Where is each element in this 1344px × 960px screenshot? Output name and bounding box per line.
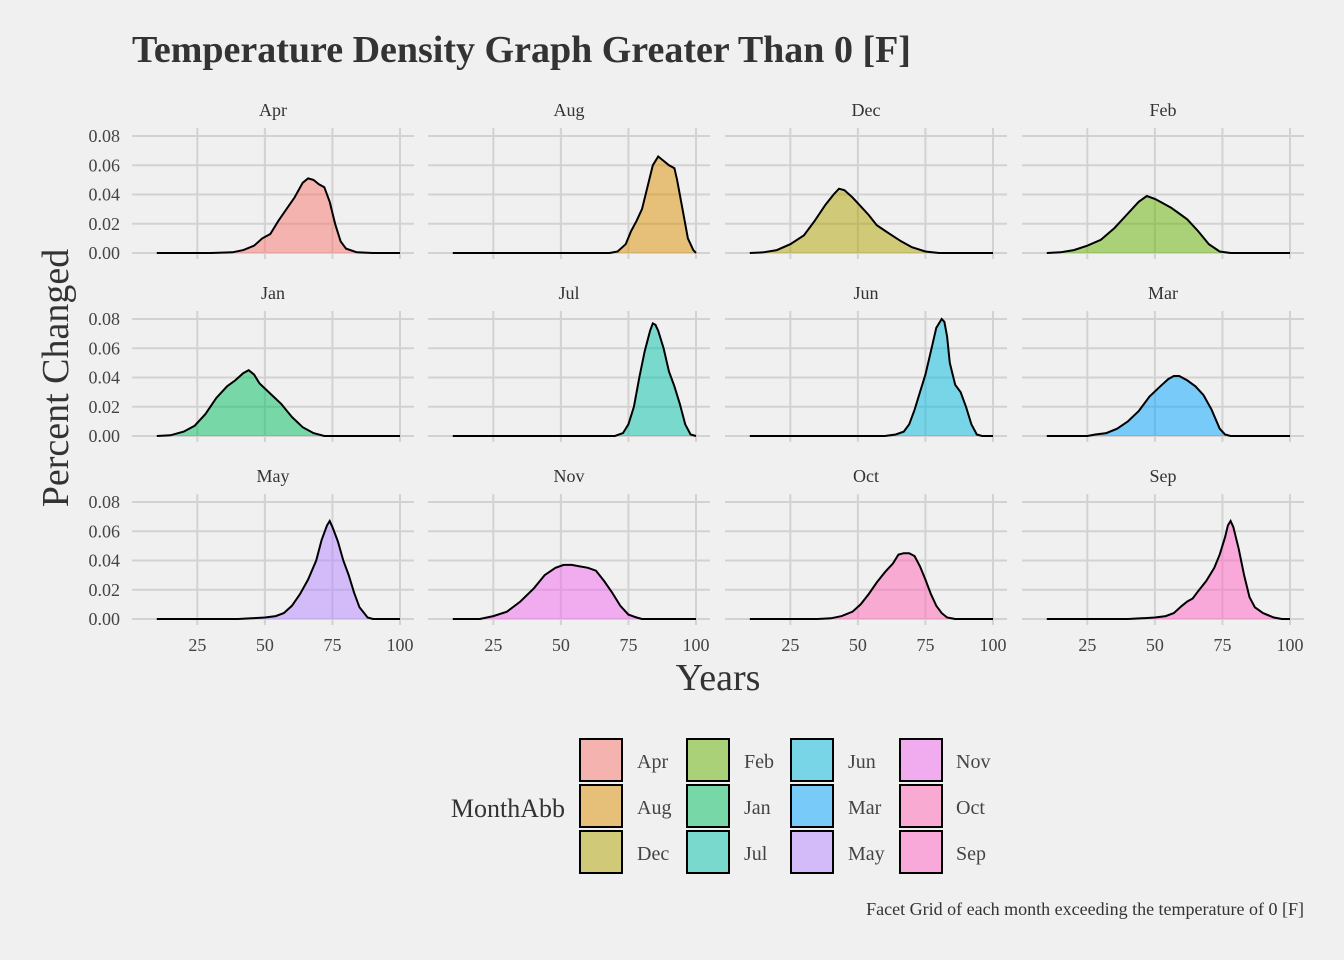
legend-key-apr: [579, 738, 623, 782]
legend-label-jan: Jan: [744, 797, 771, 819]
legend-label-dec: Dec: [637, 843, 669, 865]
facet-label-jan: Jan: [261, 283, 285, 303]
y-axis-title: Percent Changed: [35, 249, 77, 508]
facet-label-mar: Mar: [1148, 283, 1178, 303]
density-area-jan: [156, 370, 400, 436]
legend-label-jul: Jul: [744, 843, 768, 865]
x-tick-label: 25: [484, 635, 502, 655]
legend-label-feb: Feb: [744, 751, 774, 773]
facet-label-sep: Sep: [1150, 466, 1177, 486]
legend-key-dec: [579, 830, 623, 874]
y-tick-label: 0.02: [89, 214, 121, 234]
legend-label-oct: Oct: [956, 797, 985, 819]
x-tick-label: 25: [1078, 635, 1096, 655]
legend-key-jun: [790, 738, 834, 782]
density-line-may: [156, 518, 400, 620]
facet-label-oct: Oct: [853, 466, 879, 486]
x-tick-label: 50: [1146, 635, 1164, 655]
facet-label-jun: Jun: [853, 283, 878, 303]
density-line-aug: [452, 155, 697, 254]
y-tick-label: 0.00: [89, 426, 121, 446]
density-area-sep: [1046, 521, 1290, 619]
x-tick-label: 75: [323, 635, 341, 655]
legend-key-sep: [899, 830, 943, 874]
density-area-oct: [749, 553, 993, 619]
x-axis-title: Years: [676, 657, 761, 699]
facet-label-dec: Dec: [852, 100, 881, 120]
density-line-mar: [1046, 375, 1290, 437]
x-tick-label: 25: [781, 635, 799, 655]
x-tick-label: 25: [188, 635, 206, 655]
density-area-apr: [156, 178, 400, 253]
density-line-nov: [452, 563, 696, 620]
y-tick-label: 0.06: [89, 155, 121, 175]
legend-label-jun: Jun: [848, 751, 876, 773]
density-area-aug: [452, 156, 696, 253]
density-line-jun: [749, 317, 993, 437]
y-tick-label: 0.00: [89, 243, 121, 263]
legend-label-nov: Nov: [956, 751, 990, 773]
x-tick-label: 50: [256, 635, 274, 655]
density-area-dec: [749, 188, 993, 253]
legend-key-mar: [790, 784, 834, 828]
facet-label-nov: Nov: [554, 466, 585, 486]
legend-key-may: [790, 830, 834, 874]
facet-label-apr: Apr: [259, 100, 287, 120]
x-tick-label: 100: [683, 635, 710, 655]
legend-label-may: May: [848, 843, 885, 865]
density-area-mar: [1046, 376, 1290, 436]
facet-label-may: May: [257, 466, 290, 486]
legend-key-aug: [579, 784, 623, 828]
x-tick-label: 75: [916, 635, 934, 655]
y-tick-label: 0.08: [89, 309, 121, 329]
facet-label-feb: Feb: [1150, 100, 1177, 120]
y-tick-label: 0.00: [89, 609, 121, 629]
y-tick-label: 0.04: [89, 368, 121, 388]
legend-key-feb: [686, 738, 730, 782]
legend-label-aug: Aug: [637, 797, 671, 819]
legend-key-jan: [686, 784, 730, 828]
x-tick-label: 100: [387, 635, 414, 655]
density-line-jul: [452, 321, 697, 437]
x-tick-label: 75: [1213, 635, 1231, 655]
facet-label-aug: Aug: [554, 100, 585, 120]
legend-key-nov: [899, 738, 943, 782]
y-tick-label: 0.08: [89, 126, 121, 146]
legend-label-sep: Sep: [956, 843, 986, 865]
density-line-dec: [749, 187, 993, 254]
x-tick-label: 100: [980, 635, 1007, 655]
y-tick-label: 0.02: [89, 580, 121, 600]
density-line-apr: [156, 177, 400, 254]
density-line-jan: [156, 369, 400, 437]
density-area-jul: [452, 323, 696, 436]
x-tick-label: 50: [552, 635, 570, 655]
y-tick-label: 0.06: [89, 521, 121, 541]
chart-title: Temperature Density Graph Greater Than 0…: [132, 29, 911, 71]
y-tick-label: 0.06: [89, 338, 121, 358]
facet-label-jul: Jul: [558, 283, 579, 303]
density-line-sep: [1046, 518, 1290, 620]
x-tick-label: 50: [849, 635, 867, 655]
density-line-feb: [1046, 194, 1290, 254]
density-line-oct: [749, 552, 993, 620]
chart-caption: Facet Grid of each month exceeding the t…: [866, 899, 1304, 919]
density-area-may: [156, 521, 400, 619]
legend-key-jul: [686, 830, 730, 874]
density-area-nov: [452, 564, 696, 619]
y-tick-label: 0.04: [89, 551, 121, 571]
y-tick-label: 0.02: [89, 397, 121, 417]
legend-label-mar: Mar: [848, 797, 882, 819]
x-tick-label: 75: [619, 635, 637, 655]
y-tick-label: 0.08: [89, 492, 121, 512]
legend-title: MonthAbb: [451, 794, 565, 823]
legend-label-apr: Apr: [637, 751, 668, 773]
y-tick-label: 0.04: [89, 185, 121, 205]
x-tick-label: 100: [1277, 635, 1304, 655]
legend-key-oct: [899, 784, 943, 828]
density-area-feb: [1046, 196, 1290, 253]
